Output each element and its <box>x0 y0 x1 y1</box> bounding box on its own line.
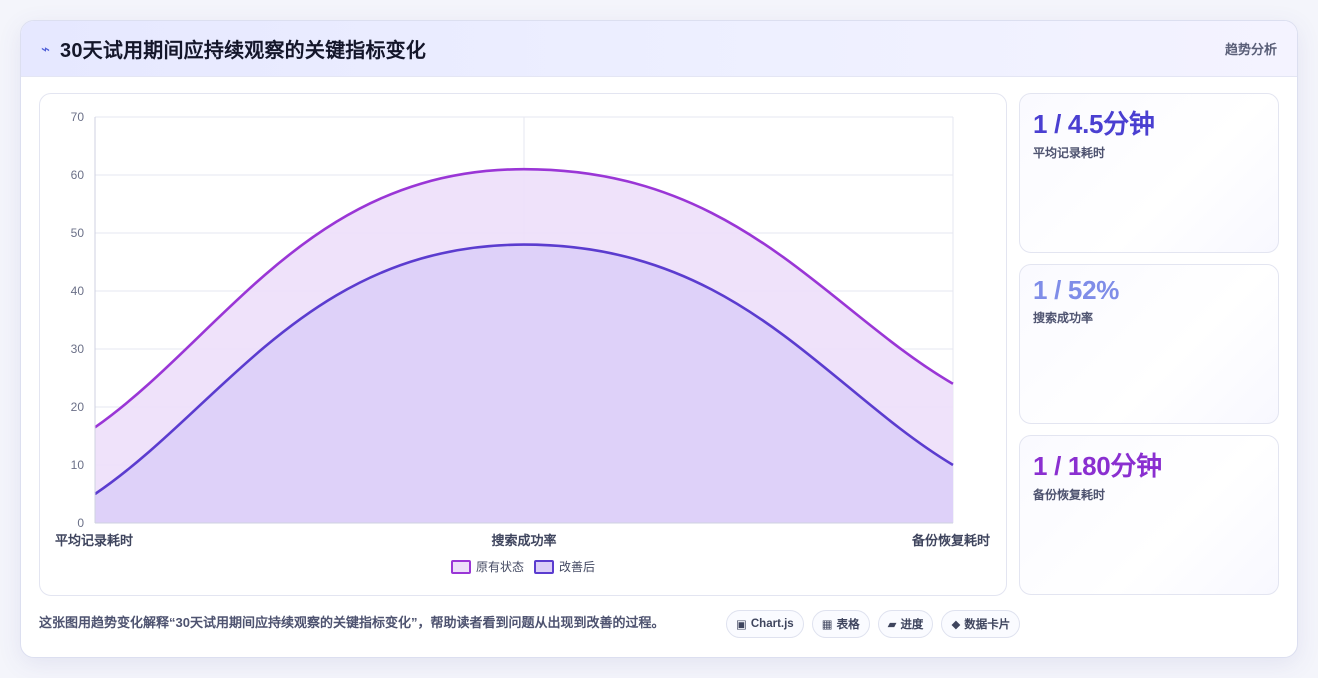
feature-chips: ▣ Chart.js ▦ 表格 ▰ 进度 ◆ 数据卡片 <box>726 610 1021 638</box>
legend-swatch-improved <box>534 559 554 574</box>
y-tick-label: 70 <box>71 110 85 124</box>
y-tick-label: 30 <box>71 342 85 356</box>
kpi-value: 1 / 4.5分钟 <box>1033 109 1155 139</box>
chart-legend: 原有状态 改善后 <box>40 558 1006 575</box>
legend-item-original[interactable]: 原有状态 <box>450 558 524 575</box>
kpi-value: 1 / 52% <box>1033 275 1120 305</box>
chart-icon: ▣ <box>736 619 747 631</box>
y-tick-label: 60 <box>71 168 85 182</box>
chip-label: 数据卡片 <box>964 619 1011 631</box>
kpi-column: 1 / 4.5分钟 平均记录耗时 1 / 52% 搜索成功率 1 / 180分钟… <box>1019 93 1279 606</box>
page-title: 30天试用期间应持续观察的关键指标变化 <box>60 40 427 62</box>
dashboard-card: ⌁ 30天试用期间应持续观察的关键指标变化 趋势分析 0 10 20 30 40 50 60… <box>20 20 1298 658</box>
table-icon: ▦ <box>821 619 833 631</box>
y-tick-label: 20 <box>71 400 85 414</box>
chip-label: 进度 <box>900 619 924 631</box>
y-tick-label: 0 <box>77 516 84 530</box>
kpi-label: 备份恢复耗时 <box>1033 488 1106 502</box>
legend-label-improved: 改善后 <box>559 560 596 574</box>
legend-swatch-original <box>450 559 471 574</box>
kpi-card-search-rate: 1 / 52% 搜索成功率 <box>1019 264 1279 424</box>
legend-item-improved[interactable]: 改善后 <box>534 558 595 575</box>
kpi-label: 搜索成功率 <box>1033 311 1094 325</box>
chip-chartjs[interactable]: ▣ Chart.js <box>726 610 804 638</box>
chip-label: 表格 <box>836 619 860 631</box>
x-tick-label: 平均记录耗时 <box>55 533 133 548</box>
diamond-icon: ◆ <box>951 619 961 631</box>
kpi-card-record-time: 1 / 4.5分钟 平均记录耗时 <box>1019 93 1279 253</box>
series-line-0 <box>94 167 954 429</box>
progress-icon: ▰ <box>887 619 897 631</box>
kpi-label: 平均记录耗时 <box>1033 146 1106 160</box>
kpi-card-backup-time: 1 / 180分钟 备份恢复耗时 <box>1019 435 1279 595</box>
y-tick-label: 40 <box>71 284 85 298</box>
chart-panel: 0 10 20 30 40 50 60 70 平均记录耗时 搜索成功率 备份恢复耗时 原有状态 改善… <box>39 93 1007 596</box>
bolt-icon: ⌁ <box>41 40 51 58</box>
x-tick-label: 搜索成功率 <box>491 533 556 548</box>
chip-progress[interactable]: ▰ 进度 <box>877 610 934 638</box>
series-line-1 <box>94 243 954 496</box>
title-group: ⌁ 30天试用期间应持续观察的关键指标变化 <box>41 34 426 63</box>
y-tick-label: 10 <box>71 458 85 472</box>
series-area-1 <box>95 244 953 523</box>
chip-label: Chart.js <box>750 618 794 630</box>
x-tick-label: 备份恢复耗时 <box>911 533 990 548</box>
card-header: ⌁ 30天试用期间应持续观察的关键指标变化 趋势分析 <box>21 21 1297 77</box>
kpi-value: 1 / 180分钟 <box>1033 451 1162 481</box>
trend-analysis-tag[interactable]: 趋势分析 <box>1224 42 1277 57</box>
area-chart: 0 10 20 30 40 50 60 70 平均记录耗时 搜索成功率 备份恢复耗时 <box>55 110 990 548</box>
legend-label-original: 原有状态 <box>475 560 524 574</box>
chip-table[interactable]: ▦ 表格 <box>811 610 870 638</box>
y-tick-label: 50 <box>71 226 85 240</box>
chart-description: 这张图用趋势变化解释“30天试用期间应持续观察的关键指标变化”，帮助读者看到问题… <box>39 615 665 630</box>
chip-data-card[interactable]: ◆ 数据卡片 <box>941 610 1021 638</box>
